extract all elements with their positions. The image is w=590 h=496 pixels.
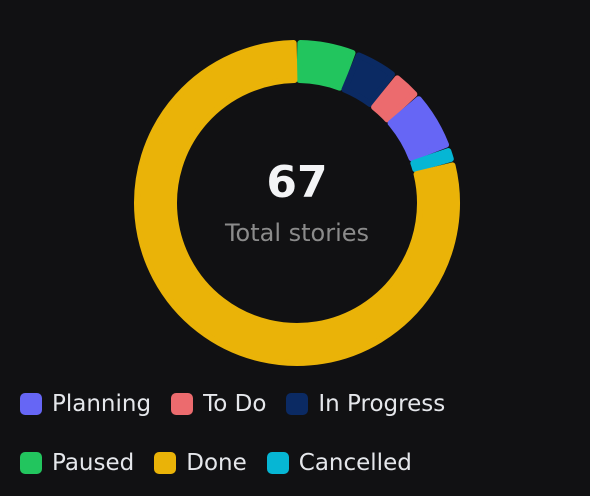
donut-chart: 67 Total stories <box>134 40 460 366</box>
center-label: Total stories <box>224 219 369 247</box>
legend-item-planning[interactable]: Planning <box>20 388 151 420</box>
legend-label: Planning <box>52 390 152 417</box>
donut-slices <box>134 40 460 366</box>
legend-item-in-progress[interactable]: In Progress <box>286 388 445 420</box>
slice-done[interactable] <box>134 40 460 366</box>
slice-to-do[interactable] <box>371 75 418 123</box>
slice-cancelled[interactable] <box>410 148 454 173</box>
legend-label: Done <box>186 449 247 476</box>
legend-swatch <box>20 452 42 474</box>
legend-swatch <box>266 452 289 474</box>
legend-label: Cancelled <box>298 449 412 476</box>
legend-label: Paused <box>52 449 135 476</box>
center-total: 67 <box>266 157 327 208</box>
slice-planning[interactable] <box>387 96 450 162</box>
legend-swatch <box>171 393 194 415</box>
legend-swatch <box>154 452 177 474</box>
legend-label: To Do <box>203 390 267 417</box>
legend-item-paused[interactable]: Paused <box>20 447 134 479</box>
slice-in-progress[interactable] <box>341 52 395 108</box>
legend-label: In Progress <box>318 390 446 417</box>
legend-swatch <box>286 393 309 415</box>
slice-paused[interactable] <box>296 40 356 91</box>
legend-item-cancelled[interactable]: Cancelled <box>266 447 412 479</box>
legend-item-done[interactable]: Done <box>154 447 247 479</box>
legend-swatch <box>20 393 42 415</box>
legend-item-to-do[interactable]: To Do <box>171 388 266 420</box>
